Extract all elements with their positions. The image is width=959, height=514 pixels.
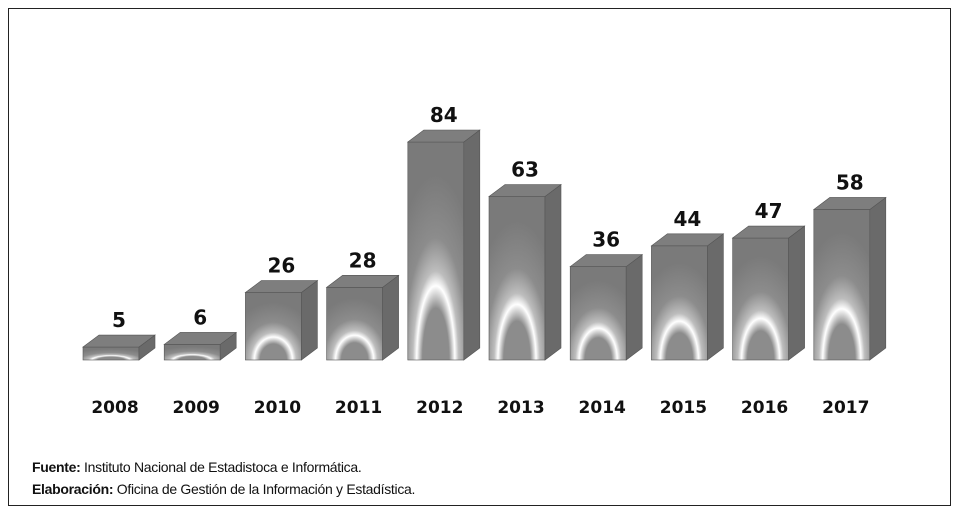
category-label-2012: 2012 — [416, 398, 463, 418]
category-label-2011: 2011 — [335, 398, 382, 418]
value-label-2016: 47 — [755, 199, 783, 223]
bar-2008 — [82, 334, 156, 361]
bar-side-2014 — [625, 253, 643, 361]
bar-front-2010 — [245, 292, 302, 361]
bar-top-2017 — [812, 197, 887, 210]
bar-top-2010 — [244, 280, 319, 293]
bar-side-2015 — [707, 233, 724, 361]
bar-front-2013 — [488, 196, 546, 361]
value-label-2015: 44 — [673, 207, 701, 231]
bar-top-2014 — [569, 254, 644, 267]
bar-2011 — [325, 274, 400, 361]
category-label-2013: 2013 — [497, 398, 544, 418]
bar-top-2011 — [325, 275, 400, 288]
bar-top-2016 — [731, 225, 806, 239]
bar-2009 — [163, 331, 238, 361]
category-label-2015: 2015 — [660, 398, 707, 418]
value-label-2008: 5 — [112, 308, 126, 332]
category-label-2017: 2017 — [822, 398, 869, 418]
bar-top-2012 — [406, 129, 481, 143]
value-label-2014: 36 — [592, 228, 620, 252]
category-label-2008: 2008 — [91, 398, 138, 418]
bar-2013 — [488, 183, 562, 361]
bar-front-2011 — [326, 287, 383, 361]
bar-front-2016 — [732, 237, 789, 361]
bar-front-2012 — [407, 141, 465, 361]
bar-front-2014 — [569, 266, 627, 361]
value-label-2012: 84 — [430, 103, 458, 127]
value-label-2011: 28 — [349, 248, 377, 272]
value-label-2013: 63 — [511, 158, 539, 182]
bar-top-2015 — [650, 233, 725, 247]
bar-2014 — [569, 253, 644, 361]
source-text: Instituto Nacional de Estadistoca e Info… — [80, 459, 362, 475]
chart-notes: Fuente: Instituto Nacional de Estadistoc… — [32, 456, 415, 500]
bar-2016 — [731, 225, 806, 361]
bar-2012 — [406, 129, 481, 361]
bar-side-2011 — [382, 274, 399, 361]
source-label: Fuente: — [32, 459, 81, 475]
bar-2017 — [812, 196, 887, 361]
credit-label: Elaboración: — [32, 481, 114, 497]
bar-side-2016 — [788, 225, 805, 361]
bar-front-2015 — [651, 245, 708, 361]
category-label-2009: 2009 — [173, 398, 220, 418]
bar-top-2013 — [488, 184, 562, 197]
credit-note: Elaboración: Oficina de Gestión de la In… — [32, 478, 415, 500]
source-note: Fuente: Instituto Nacional de Estadistoc… — [32, 456, 415, 478]
value-label-2017: 58 — [836, 170, 864, 194]
credit-text: Oficina de Gestión de la Información y E… — [113, 481, 416, 497]
bar-side-2017 — [869, 196, 887, 361]
bar-front-2008 — [82, 346, 140, 361]
value-label-2009: 6 — [193, 305, 207, 329]
category-label-2014: 2014 — [579, 398, 626, 418]
bar-side-2012 — [463, 129, 481, 361]
category-label-2016: 2016 — [741, 398, 788, 418]
category-label-2010: 2010 — [254, 398, 301, 418]
bar-2010 — [244, 279, 319, 361]
bar-front-2017 — [813, 209, 871, 361]
value-label-2010: 26 — [267, 254, 295, 278]
bar-side-2013 — [544, 183, 562, 361]
bar-front-2009 — [163, 344, 221, 361]
bar-top-2009 — [163, 332, 238, 345]
bar-side-2010 — [301, 279, 318, 361]
bar-top-2008 — [82, 334, 156, 348]
bar-2015 — [650, 233, 725, 361]
